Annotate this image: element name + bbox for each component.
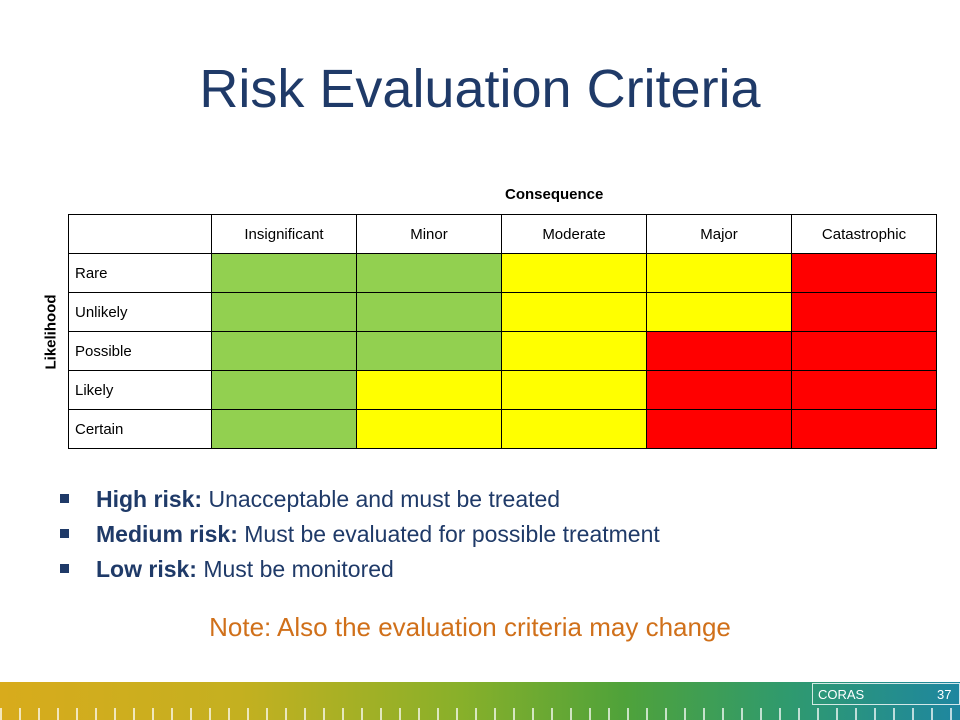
list-item: Low risk: Must be monitored [60, 552, 660, 587]
risk-cell [646, 253, 792, 293]
bullet-text: Must be evaluated for possible treatment [237, 521, 660, 547]
list-item: High risk: Unacceptable and must be trea… [60, 482, 660, 517]
footer-brand: CORAS [818, 687, 865, 702]
risk-cell [211, 292, 357, 332]
column-header: Minor [356, 214, 502, 254]
list-item: Medium risk: Must be evaluated for possi… [60, 517, 660, 552]
consequence-axis-label: Consequence [505, 186, 604, 203]
row-header: Certain [68, 409, 212, 449]
row-header: Possible [68, 331, 212, 371]
risk-cell [791, 370, 937, 410]
risk-cell [356, 253, 502, 293]
risk-level-list: High risk: Unacceptable and must be trea… [60, 482, 660, 587]
bullet-term: Low risk: [96, 556, 197, 582]
slide-title: Risk Evaluation Criteria [199, 59, 761, 119]
likelihood-axis-label: Likelihood [42, 294, 60, 370]
risk-cell [646, 409, 792, 449]
column-header: Catastrophic [791, 214, 937, 254]
footer-tick-marks [0, 708, 960, 720]
bullet-term: High risk: [96, 486, 203, 512]
column-header: Moderate [501, 214, 647, 254]
footer-bar [0, 682, 960, 720]
row-header: Likely [68, 370, 212, 410]
risk-cell [501, 292, 647, 332]
column-header: Major [646, 214, 792, 254]
risk-cell [646, 370, 792, 410]
risk-matrix: Insignificant Minor Moderate Major Catas… [68, 214, 937, 449]
risk-cell [791, 292, 937, 332]
risk-cell [501, 253, 647, 293]
risk-cell [791, 331, 937, 371]
risk-cell [211, 370, 357, 410]
row-header: Rare [68, 253, 212, 293]
risk-cell [501, 331, 647, 371]
bullet-text: Must be monitored [196, 556, 394, 582]
risk-cell [791, 253, 937, 293]
risk-cell [356, 331, 502, 371]
matrix-row: Likely [68, 370, 937, 410]
risk-cell [791, 409, 937, 449]
risk-cell [501, 370, 647, 410]
risk-cell [211, 409, 357, 449]
square-bullet-icon [60, 529, 69, 538]
risk-cell [501, 409, 647, 449]
risk-cell [356, 409, 502, 449]
matrix-corner-cell [68, 214, 212, 254]
square-bullet-icon [60, 564, 69, 573]
matrix-row: Certain [68, 409, 937, 449]
matrix-row: Rare [68, 253, 937, 293]
matrix-header-row: Insignificant Minor Moderate Major Catas… [68, 214, 937, 254]
matrix-row: Unlikely [68, 292, 937, 332]
bullet-text: Unacceptable and must be treated [202, 486, 561, 512]
matrix-row: Possible [68, 331, 937, 371]
risk-cell [211, 253, 357, 293]
risk-cell [646, 292, 792, 332]
risk-cell [211, 331, 357, 371]
risk-cell [646, 331, 792, 371]
note-text: Note: Also the evaluation criteria may c… [209, 612, 731, 642]
risk-cell [356, 370, 502, 410]
row-header: Unlikely [68, 292, 212, 332]
page-number: 37 [937, 687, 952, 702]
bullet-term: Medium risk: [96, 521, 238, 547]
risk-cell [356, 292, 502, 332]
square-bullet-icon [60, 494, 69, 503]
column-header: Insignificant [211, 214, 357, 254]
